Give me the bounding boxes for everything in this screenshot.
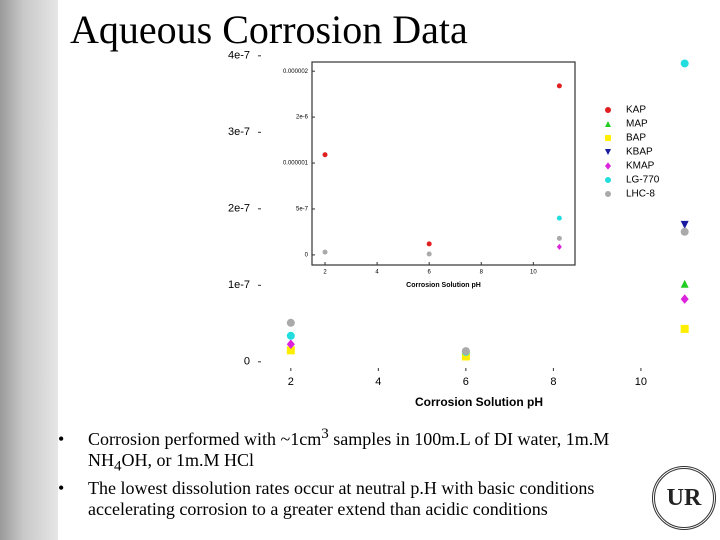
- legend-label: LG-770: [626, 175, 660, 186]
- text: OH, or 1m.M HCl: [121, 450, 255, 470]
- y-tick-label: 4e-7: [228, 50, 250, 62]
- y-tick-label: 3e-7: [228, 126, 250, 138]
- inset-frame: [311, 61, 576, 266]
- logo-text: UR: [666, 484, 702, 511]
- point: [680, 227, 689, 236]
- legend-label: MAP: [626, 119, 648, 130]
- legend-label: BAP: [626, 133, 646, 144]
- y-tick-label: 2e-6: [296, 115, 309, 121]
- logo: UR: [652, 466, 716, 530]
- legend-label: LHC-8: [626, 189, 655, 200]
- y-tick-label: 5e-7: [296, 207, 309, 213]
- chart: 2 4 6 8 10 0 1e-7 2e-7 3e-7 4e-7 Corrosion Solutio…: [227, 49, 689, 410]
- x-tick-label: 4: [375, 376, 381, 388]
- bullet: Corrosion performed with ~1cm3 samples i…: [58, 424, 658, 478]
- slide-title: Aqueous Corrosion Data: [70, 7, 468, 52]
- point: [556, 83, 562, 89]
- legend-marker: [605, 162, 611, 170]
- y-tick-label: 2e-7: [228, 203, 250, 215]
- x-tick-label: 6: [428, 270, 432, 276]
- point: [286, 339, 295, 350]
- x-axis-label: Corrosion Solution pH: [415, 395, 543, 409]
- point: [556, 215, 562, 221]
- legend-marker: [605, 177, 611, 183]
- point: [286, 331, 295, 340]
- x-tick-label: 2: [323, 270, 327, 276]
- x-tick-label: 8: [550, 376, 556, 388]
- point: [680, 220, 689, 229]
- point: [680, 324, 689, 333]
- y-tick-label: 0.000001: [283, 161, 309, 167]
- legend-marker: [605, 135, 611, 141]
- point: [556, 235, 562, 241]
- x-tick-label: 6: [463, 376, 469, 388]
- legend-label: KMAP: [626, 161, 655, 172]
- y-tick-label: 1e-7: [228, 279, 250, 291]
- point: [461, 352, 470, 361]
- x-tick-label: 10: [530, 270, 537, 276]
- point: [426, 241, 432, 247]
- point: [461, 347, 470, 356]
- bullet: The lowest dissolution rates occur at ne…: [58, 478, 658, 520]
- point: [322, 152, 328, 158]
- text: The lowest dissolution rates occur at ne…: [88, 477, 595, 519]
- legend-marker: [605, 149, 611, 155]
- x-axis-label: Corrosion Solution pH: [406, 282, 481, 289]
- point: [680, 294, 689, 304]
- point: [286, 318, 295, 327]
- text: Corrosion performed with ~1cm: [88, 429, 322, 449]
- legend-label: KBAP: [626, 147, 653, 158]
- x-tick-label: 2: [288, 376, 294, 388]
- legend-marker: [605, 121, 611, 127]
- x-tick-label: 8: [480, 270, 484, 276]
- point: [286, 346, 295, 355]
- text: 3: [321, 426, 329, 442]
- x-tick-label: 4: [375, 270, 379, 276]
- point: [556, 243, 562, 250]
- x-tick-label: 10: [635, 376, 647, 388]
- text: samples in 100m.L of DI water, 1m.M NH: [88, 429, 610, 470]
- legend-label: KAP: [626, 105, 646, 116]
- legend-marker: [605, 191, 611, 197]
- point: [322, 249, 328, 255]
- point: [680, 59, 689, 68]
- text: 4: [114, 458, 122, 475]
- bullet-list: Corrosion performed with ~1cm3 samples i…: [58, 424, 658, 520]
- legend-marker: [605, 107, 611, 113]
- y-tick-label: 0: [305, 252, 309, 258]
- texture: [0, 0, 58, 540]
- y-tick-label: 0: [244, 356, 250, 368]
- point: [680, 279, 689, 288]
- point: [426, 251, 432, 257]
- y-tick-label: 0.000002: [283, 69, 309, 75]
